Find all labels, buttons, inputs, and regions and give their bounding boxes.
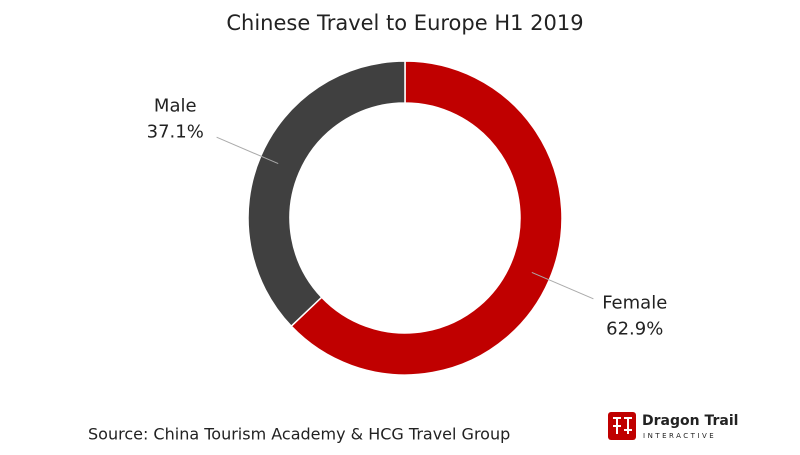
value-label: 62.9% (606, 319, 663, 340)
slice-label: Male (154, 95, 197, 116)
logo-tagline: INTERACTIVE (643, 432, 716, 440)
slice (290, 60, 563, 376)
logo-icon (608, 412, 636, 440)
source: Source: China Tourism Academy & HCG Trav… (88, 425, 510, 444)
logo: Dragon Trail INTERACTIVE (608, 412, 738, 440)
slice (247, 60, 406, 328)
value-label: 37.1% (147, 121, 204, 142)
leader-line (216, 136, 279, 165)
leader-line (531, 271, 594, 300)
logo-name: Dragon Trail (642, 413, 738, 429)
chart-title: Chinese Travel to Europe H1 2019 (226, 11, 583, 35)
logo-glyph (613, 417, 632, 434)
slice-label: Female (602, 293, 667, 314)
